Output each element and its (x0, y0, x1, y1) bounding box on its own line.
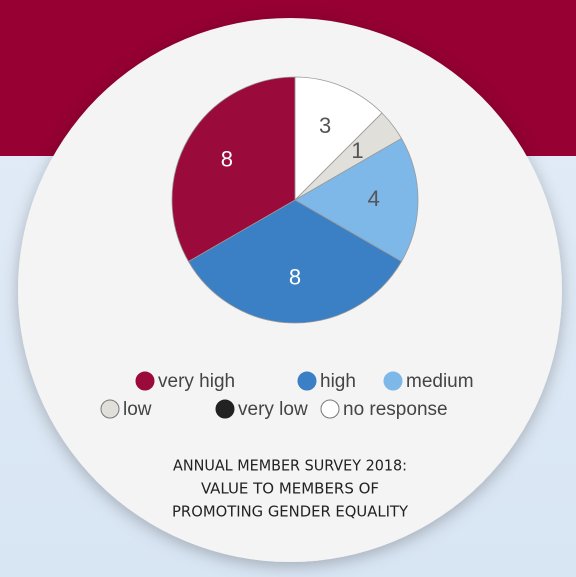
pie-slice (294, 137, 419, 263)
pie-slice (294, 76, 383, 201)
chart-title: ANNUAL MEMBER SURVEY 2018: (173, 457, 407, 475)
pie: 314 8 8 (171, 76, 419, 324)
pie-slice (171, 76, 296, 263)
legend-label: no response (343, 399, 448, 420)
chart-title: PROMOTING GENDER EQUALITY (172, 503, 409, 521)
data-label: 3 (319, 113, 331, 138)
legend-swatch (297, 371, 317, 391)
legend-label: very high (158, 371, 235, 392)
pie-slice (187, 199, 403, 324)
legend-label: low (123, 399, 152, 420)
legend-swatch (320, 399, 340, 419)
data-label: 1 (351, 138, 363, 163)
legend-swatch (215, 399, 235, 419)
legend-label: medium (406, 371, 474, 392)
data-label: 4 (368, 186, 380, 211)
data-label: 8 (289, 265, 301, 290)
legend-swatch (100, 399, 120, 419)
data-label: 8 (221, 146, 233, 171)
title: ANNUAL MEMBER SURVEY 2018: VALUE TO MEMBE… (172, 457, 409, 521)
legend: very high high medium low very low no respons… (100, 371, 474, 420)
legend-swatch (383, 371, 403, 391)
chart-title: VALUE TO MEMBERS OF (201, 480, 379, 498)
legend-label: high (320, 371, 356, 392)
legend-swatch (135, 371, 155, 391)
legend-label: very low (238, 399, 308, 420)
